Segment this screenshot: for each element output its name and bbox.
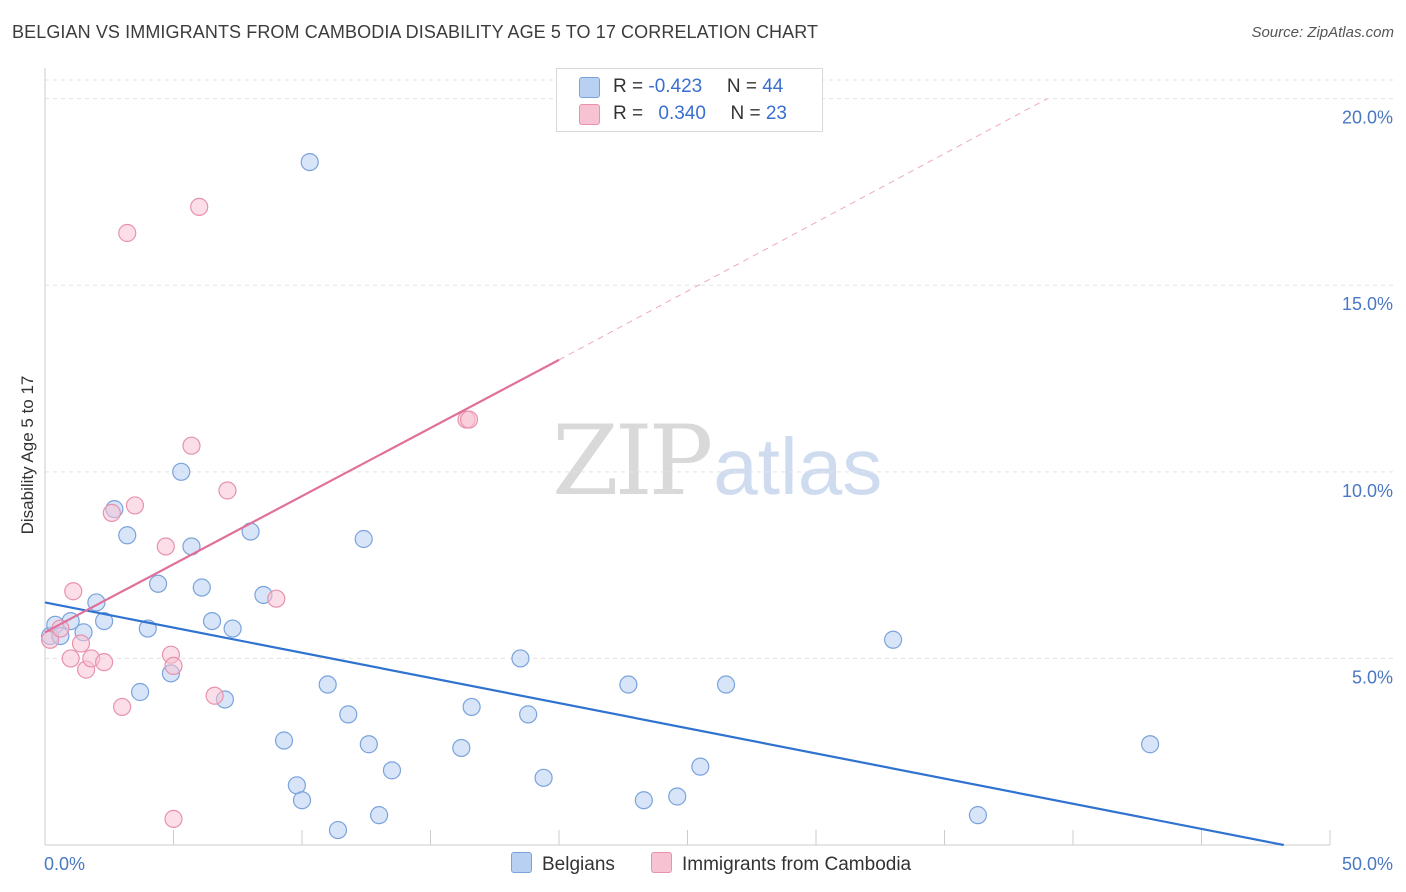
cambodia-point bbox=[459, 410, 479, 429]
belgians-point bbox=[148, 574, 168, 593]
belgians-n-label: N = bbox=[726, 76, 763, 97]
watermark-atlas: atlas bbox=[713, 422, 883, 511]
belgians-swatch bbox=[579, 77, 600, 98]
cambodia-point bbox=[125, 496, 145, 515]
cambodia-point bbox=[64, 582, 83, 601]
cambodia-point bbox=[267, 589, 286, 608]
x-tick-label-min: 0.0% bbox=[44, 854, 85, 874]
chart-title: BELGIAN VS IMMIGRANTS FROM CAMBODIA DISA… bbox=[12, 22, 819, 42]
cambodia-point bbox=[61, 649, 80, 668]
cambodia-r-label: R = bbox=[613, 103, 649, 124]
axes bbox=[44, 68, 1331, 846]
belgians-point bbox=[519, 705, 538, 724]
cambodia-point bbox=[112, 697, 132, 717]
stats-legend: R = -0.423 N = 44 R = 0.340 N = 23 bbox=[556, 68, 823, 132]
belgians-point bbox=[192, 578, 211, 597]
belgians-point bbox=[354, 529, 373, 549]
cambodia-point bbox=[205, 686, 224, 705]
belgians-r-label: R = bbox=[613, 76, 649, 97]
belgians-point bbox=[534, 768, 553, 787]
cambodia-point bbox=[71, 634, 91, 653]
tick-labels: 5.0% 10.0% 15.0% 20.0% 0.0% 50.0% bbox=[44, 108, 1393, 874]
cambodia-point bbox=[156, 537, 175, 556]
belgians-point bbox=[130, 682, 150, 702]
source-label: Source: ZipAtlas.com bbox=[1251, 24, 1394, 41]
belgians-point bbox=[223, 619, 242, 638]
belgians-point bbox=[172, 462, 191, 481]
bottom-legend-cambodia: Immigrants from Cambodia bbox=[651, 852, 911, 876]
belgians-point bbox=[968, 806, 988, 825]
belgians-point bbox=[619, 675, 638, 694]
grid-lines bbox=[45, 79, 1395, 659]
cambodia-point bbox=[95, 653, 114, 672]
belgians-point bbox=[292, 791, 312, 810]
cambodia-point bbox=[51, 619, 70, 638]
belgians-point bbox=[716, 675, 736, 694]
zipatlas-watermark: ZIPatlas bbox=[552, 405, 882, 517]
belgians-point bbox=[118, 526, 137, 545]
cambodia-trend-extension bbox=[558, 98, 1048, 361]
cambodia-point bbox=[118, 223, 137, 243]
belgians-point bbox=[370, 806, 389, 825]
belgians-point bbox=[452, 738, 471, 758]
belgians-n-value: 44 bbox=[762, 76, 784, 97]
cambodia-trend-line bbox=[44, 358, 560, 634]
y-tick-label: 15.0% bbox=[1342, 294, 1393, 314]
belgians-trend-line bbox=[44, 601, 1284, 847]
cambodia-point bbox=[182, 436, 201, 455]
belgians-point bbox=[691, 757, 710, 776]
belgians-point bbox=[883, 630, 903, 649]
belgians-legend-swatch bbox=[511, 852, 532, 873]
belgians-point bbox=[462, 697, 481, 717]
bottom-legend-belgians: Belgians bbox=[511, 852, 615, 876]
cambodia-legend-label: Immigrants from Cambodia bbox=[682, 854, 912, 875]
belgians-point bbox=[359, 735, 378, 754]
belgians-point bbox=[318, 675, 337, 694]
belgians-point bbox=[300, 152, 319, 172]
y-axis-label: Disability Age 5 to 17 bbox=[18, 375, 37, 535]
belgians-point bbox=[382, 761, 402, 780]
belgians-point bbox=[274, 731, 294, 750]
data-points bbox=[41, 152, 1160, 840]
belgians-legend-label: Belgians bbox=[542, 854, 615, 875]
y-tick-label: 20.0% bbox=[1342, 108, 1393, 128]
watermark-zip: ZIP bbox=[552, 405, 713, 517]
cambodia-point bbox=[190, 197, 209, 216]
belgians-point bbox=[339, 705, 358, 724]
cambodia-n-value: 23 bbox=[765, 103, 787, 124]
belgians-point bbox=[95, 611, 114, 631]
cambodia-point bbox=[102, 503, 121, 522]
cambodia-swatch bbox=[579, 104, 600, 125]
cambodia-point bbox=[218, 481, 237, 500]
y-tick-label: 5.0% bbox=[1352, 667, 1393, 687]
belgians-point bbox=[511, 649, 530, 668]
cambodia-r-value: 0.340 bbox=[658, 103, 706, 124]
belgians-point bbox=[328, 820, 348, 840]
trend-lines bbox=[44, 98, 1284, 847]
x-tick-label-max: 50.0% bbox=[1342, 854, 1393, 874]
belgians-point bbox=[1140, 735, 1160, 754]
cambodia-n-label: N = bbox=[730, 103, 766, 124]
belgians-point bbox=[668, 787, 687, 806]
cambodia-point bbox=[164, 809, 183, 828]
belgians-point bbox=[202, 611, 222, 631]
cambodia-point bbox=[41, 630, 60, 649]
y-tick-label: 10.0% bbox=[1342, 481, 1393, 501]
cambodia-point bbox=[164, 656, 183, 675]
belgians-point bbox=[634, 791, 653, 810]
belgians-r-value: -0.423 bbox=[648, 76, 703, 97]
cambodia-legend-swatch bbox=[651, 852, 672, 873]
